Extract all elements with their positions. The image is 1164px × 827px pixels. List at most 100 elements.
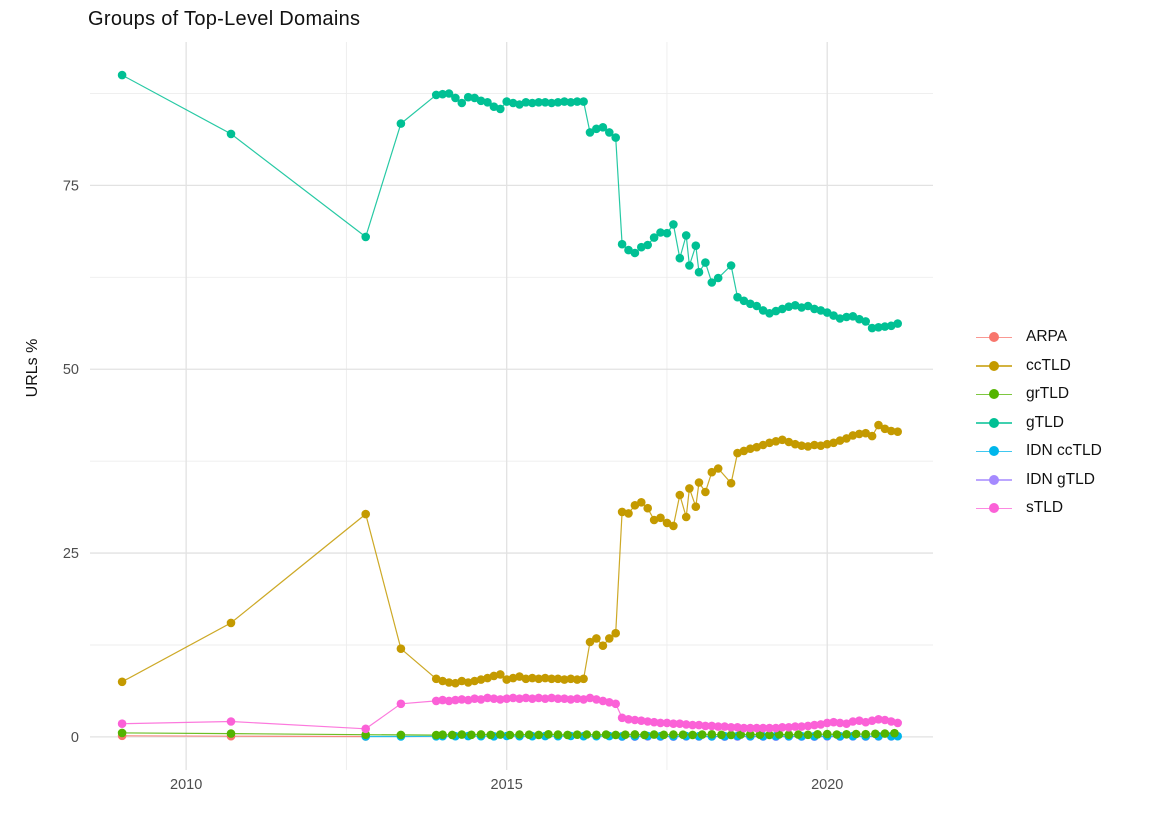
- data-point-gTLD: [598, 123, 608, 132]
- data-point-grTLD: [880, 729, 890, 738]
- data-point-ccTLD: [701, 487, 710, 497]
- data-point-ccTLD: [560, 675, 569, 684]
- data-point-gTLD: [438, 89, 447, 99]
- data-point-sTLD: [451, 695, 460, 705]
- data-point-sTLD: [707, 721, 717, 731]
- data-point-ccTLD: [726, 478, 736, 488]
- legend-key-dot: [989, 417, 999, 428]
- data-point-gTLD: [675, 253, 685, 263]
- data-point-grTLD: [496, 730, 505, 739]
- data-point-grTLD: [563, 730, 572, 740]
- data-point-ccTLD: [605, 634, 614, 643]
- series-sTLD: [117, 693, 902, 734]
- legend-key-icon-sTLD: [976, 503, 1012, 514]
- data-point-gTLD: [605, 128, 614, 137]
- legend-label: grTLD: [1026, 385, 1070, 403]
- data-point-ccTLD: [396, 644, 406, 653]
- series-line-ccTLD: [121, 424, 898, 684]
- legend-key-dot: [989, 446, 999, 457]
- data-point-gTLD: [880, 322, 890, 331]
- data-point-sTLD: [681, 720, 691, 729]
- legend-label: IDN gTLD: [1026, 470, 1095, 488]
- data-point-ccTLD: [694, 478, 704, 487]
- legend-key-dot: [989, 389, 999, 400]
- data-point-ccTLD: [778, 435, 787, 445]
- grid-minor-group: [90, 42, 933, 770]
- data-point-sTLD: [726, 723, 736, 732]
- grid-major-group: [90, 42, 933, 770]
- data-point-sTLD: [572, 694, 582, 703]
- data-point-gTLD: [617, 239, 627, 249]
- data-point-grTLD: [851, 729, 861, 739]
- data-point-gTLD: [396, 119, 406, 128]
- data-point-gTLD: [726, 261, 736, 270]
- data-point-ccTLD: [470, 676, 479, 686]
- data-point-sTLD: [797, 722, 806, 731]
- data-point-ccTLD: [585, 637, 595, 647]
- data-point-grTLD: [659, 730, 669, 740]
- data-point-gTLD: [694, 267, 704, 277]
- data-point-gTLD: [624, 245, 633, 255]
- data-point-grTLD: [755, 730, 765, 739]
- data-point-gTLD: [547, 98, 556, 108]
- data-point-gTLD: [829, 311, 838, 320]
- legend-item-sTLD: sTLD: [976, 494, 1102, 523]
- data-point-gTLD: [470, 93, 479, 103]
- legend-key-icon-grTLD: [976, 389, 1012, 400]
- data-point-gTLD: [553, 98, 563, 107]
- data-point-grTLD: [746, 730, 755, 739]
- y-tick-label-0: 0: [71, 730, 79, 746]
- data-point-gTLD: [431, 90, 441, 100]
- legend-key-icon-gTLD: [976, 417, 1012, 428]
- data-point-grTLD: [890, 728, 899, 738]
- data-point-sTLD: [713, 722, 723, 731]
- legend-key-dot: [989, 474, 999, 485]
- legend-item-ARPA: ARPA: [976, 323, 1102, 352]
- data-point-ccTLD: [496, 670, 505, 679]
- x-tick-label-2010: 2010: [170, 777, 202, 793]
- data-point-gTLD: [822, 308, 832, 317]
- data-point-gTLD: [784, 302, 794, 312]
- legend-label: ARPA: [1026, 328, 1068, 346]
- legend-key-icon-ccTLD: [976, 360, 1012, 371]
- data-point-gTLD: [226, 129, 236, 139]
- data-point-sTLD: [887, 717, 896, 726]
- data-point-grTLD: [431, 730, 441, 740]
- data-point-gTLD: [861, 317, 870, 326]
- data-point-gTLD: [496, 104, 505, 114]
- data-point-sTLD: [701, 721, 710, 731]
- data-point-ccTLD: [887, 426, 896, 436]
- data-point-sTLD: [810, 720, 819, 730]
- data-point-gTLD: [528, 98, 537, 108]
- data-point-gTLD: [579, 97, 588, 106]
- data-point-sTLD: [822, 718, 832, 728]
- data-point-gTLD: [713, 273, 723, 283]
- data-point-sTLD: [489, 694, 499, 703]
- legend-label: gTLD: [1026, 413, 1064, 431]
- data-point-ccTLD: [874, 420, 883, 430]
- data-point-gTLD: [752, 301, 761, 311]
- data-point-ccTLD: [707, 467, 717, 477]
- data-point-sTLD: [598, 696, 608, 706]
- data-point-sTLD: [675, 719, 685, 728]
- data-point-grTLD: [582, 730, 592, 739]
- data-point-sTLD: [515, 694, 524, 703]
- series-gTLD: [117, 70, 902, 333]
- data-point-sTLD: [611, 699, 620, 709]
- legend-item-gTLD: gTLD: [976, 409, 1102, 438]
- data-point-gTLD: [117, 70, 127, 80]
- data-point-gTLD: [361, 232, 371, 242]
- data-point-grTLD: [794, 730, 803, 739]
- data-point-grTLD: [822, 729, 832, 739]
- data-point-sTLD: [778, 723, 787, 732]
- data-point-sTLD: [521, 693, 531, 703]
- data-point-grTLD: [226, 729, 236, 738]
- data-point-sTLD: [893, 718, 902, 728]
- series-line-ARPA: [122, 735, 366, 738]
- x-tick-label-2015: 2015: [491, 777, 523, 793]
- data-point-ccTLD: [624, 509, 633, 518]
- data-point-grTLD: [784, 730, 794, 739]
- data-point-grTLD: [553, 730, 563, 739]
- data-point-sTLD: [553, 694, 563, 703]
